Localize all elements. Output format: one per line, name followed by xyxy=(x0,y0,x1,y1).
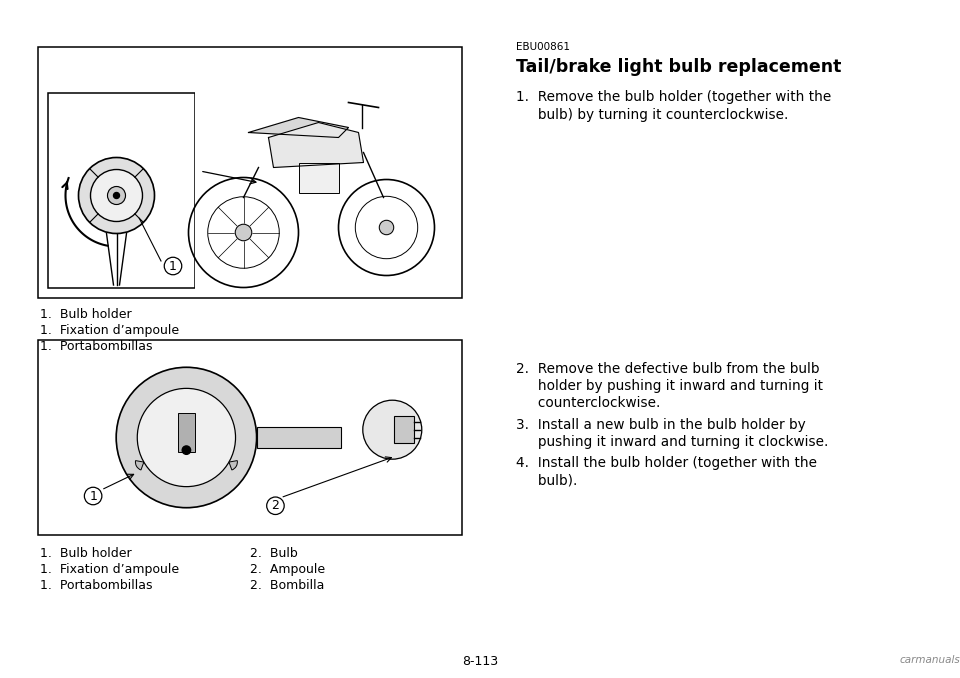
Wedge shape xyxy=(135,460,144,470)
Text: bulb).: bulb). xyxy=(516,473,577,487)
Text: carmanualsonline.info: carmanualsonline.info xyxy=(900,655,960,665)
Text: 1.  Portabombillas: 1. Portabombillas xyxy=(40,579,153,592)
Text: 1.  Portabombillas: 1. Portabombillas xyxy=(40,340,153,353)
Text: 2.  Ampoule: 2. Ampoule xyxy=(250,563,325,576)
Bar xyxy=(394,416,415,443)
Text: 8-113: 8-113 xyxy=(462,655,498,668)
Text: bulb) by turning it counterclockwise.: bulb) by turning it counterclockwise. xyxy=(516,108,788,122)
Text: EBU00861: EBU00861 xyxy=(516,42,569,52)
Text: 2.  Remove the defective bulb from the bulb: 2. Remove the defective bulb from the bu… xyxy=(516,362,819,376)
Text: 1: 1 xyxy=(169,260,177,273)
Bar xyxy=(178,413,195,452)
Text: counterclockwise.: counterclockwise. xyxy=(516,396,660,410)
Circle shape xyxy=(137,388,235,487)
Text: holder by pushing it inward and turning it: holder by pushing it inward and turning … xyxy=(516,379,823,393)
Bar xyxy=(195,48,461,297)
Text: 2.  Bulb: 2. Bulb xyxy=(250,547,298,560)
Circle shape xyxy=(90,170,142,222)
Polygon shape xyxy=(269,123,364,167)
Text: 1: 1 xyxy=(89,490,97,502)
Polygon shape xyxy=(256,427,342,448)
Text: 1.  Fixation d’ampoule: 1. Fixation d’ampoule xyxy=(40,324,180,337)
Circle shape xyxy=(379,220,394,235)
Bar xyxy=(48,93,195,288)
Text: 2.  Bombilla: 2. Bombilla xyxy=(250,579,324,592)
Polygon shape xyxy=(249,117,348,138)
Bar xyxy=(38,340,462,535)
Text: Tail/brake light bulb replacement: Tail/brake light bulb replacement xyxy=(516,58,841,76)
Text: pushing it inward and turning it clockwise.: pushing it inward and turning it clockwi… xyxy=(516,435,828,449)
Circle shape xyxy=(108,186,126,205)
Text: 2: 2 xyxy=(272,499,279,513)
Circle shape xyxy=(113,193,119,199)
Circle shape xyxy=(363,400,421,459)
Circle shape xyxy=(79,157,155,233)
Text: 3.  Install a new bulb in the bulb holder by: 3. Install a new bulb in the bulb holder… xyxy=(516,418,805,432)
Text: 1.  Bulb holder: 1. Bulb holder xyxy=(40,547,132,560)
Text: 1.  Remove the bulb holder (together with the: 1. Remove the bulb holder (together with… xyxy=(516,90,830,104)
Text: 1.  Bulb holder: 1. Bulb holder xyxy=(40,308,132,321)
Bar xyxy=(38,47,462,298)
Circle shape xyxy=(182,446,191,454)
Bar xyxy=(299,163,339,193)
Wedge shape xyxy=(228,460,237,470)
Text: 4.  Install the bulb holder (together with the: 4. Install the bulb holder (together wit… xyxy=(516,456,817,470)
Circle shape xyxy=(116,367,256,508)
Circle shape xyxy=(235,224,252,241)
Text: 1.  Fixation d’ampoule: 1. Fixation d’ampoule xyxy=(40,563,180,576)
